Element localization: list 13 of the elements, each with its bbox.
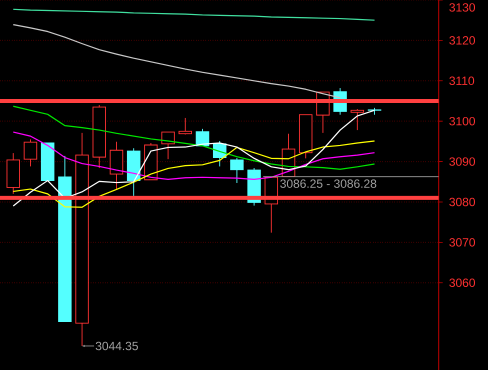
candlestick — [110, 141, 124, 190]
line-series — [12, 131, 376, 180]
y-tick-label: 3090 — [449, 157, 476, 166]
ref-line-label: 3086.25 - 3086.28 — [280, 179, 376, 188]
y-tick-label: 3100 — [449, 116, 476, 126]
y-tick-label: 3130 — [449, 3, 476, 12]
y-tick-label: 3070 — [449, 238, 476, 247]
line-series — [12, 140, 376, 208]
y-tick-label: 3120 — [449, 36, 476, 45]
y-tick-label: 3080 — [449, 198, 476, 206]
y-tick-label: 3110 — [449, 76, 474, 86]
y-tick-label: 3060 — [449, 278, 476, 287]
annotation: 3044.35 — [96, 342, 138, 350]
